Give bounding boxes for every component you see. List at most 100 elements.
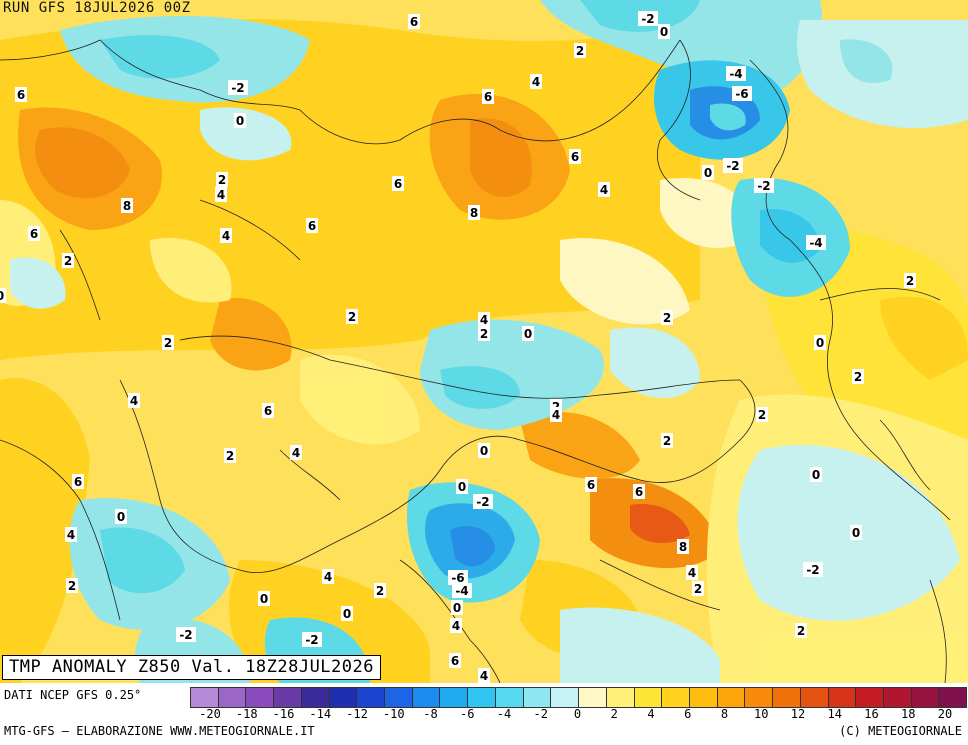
legend-swatch xyxy=(357,688,386,707)
anomaly-value-label: -4 xyxy=(809,236,822,250)
anomaly-value-label: -2 xyxy=(179,628,192,642)
legend-swatch xyxy=(246,688,275,707)
data-source: DATI NCEP GFS 0.25° xyxy=(4,688,142,702)
run-header: RUN GFS 18JUL2026 00Z xyxy=(3,0,191,16)
value-label-bg xyxy=(234,113,246,128)
anomaly-value-label: 0 xyxy=(816,336,824,350)
value-label-bg xyxy=(633,484,645,499)
anomaly-value-label: 4 xyxy=(600,183,608,197)
legend-swatch xyxy=(274,688,302,707)
value-label-bg xyxy=(852,369,864,384)
value-label-bg xyxy=(850,525,862,540)
legend-swatch xyxy=(579,688,607,707)
anomaly-value-label: -2 xyxy=(757,179,770,193)
anomaly-value-label: -2 xyxy=(476,495,489,509)
value-label-bg xyxy=(456,479,468,494)
value-label-bg xyxy=(322,569,334,584)
value-label-bg xyxy=(224,448,236,463)
legend-swatch xyxy=(412,688,441,707)
value-label-bg xyxy=(574,43,586,58)
value-label-bg xyxy=(220,228,232,243)
value-label-bg xyxy=(598,182,610,197)
anomaly-value-label: 8 xyxy=(679,540,687,554)
legend-tick-label: -14 xyxy=(309,707,332,721)
value-label-bg xyxy=(795,623,807,638)
value-label-bg xyxy=(904,273,916,288)
legend-swatch xyxy=(689,688,718,707)
anomaly-value-label: 4 xyxy=(222,229,230,243)
anomaly-value-label: 8 xyxy=(470,206,478,220)
anomaly-value-label: 6 xyxy=(74,475,82,489)
legend-tick-label: -16 xyxy=(272,707,295,721)
value-label-bg xyxy=(478,668,490,683)
value-label-bg xyxy=(216,172,228,187)
value-label-bg xyxy=(482,89,494,104)
value-label-bg xyxy=(450,618,462,633)
anomaly-value-label: 2 xyxy=(376,584,384,598)
value-label-bg xyxy=(0,288,6,303)
value-label-bg xyxy=(452,583,472,598)
legend-swatch xyxy=(634,688,663,707)
anomaly-value-label: -6 xyxy=(735,87,748,101)
legend-swatch xyxy=(606,688,635,707)
color-legend xyxy=(190,687,967,708)
value-label-bg xyxy=(754,178,774,193)
anomaly-value-label: 2 xyxy=(663,311,671,325)
legend-swatch xyxy=(662,688,690,707)
value-label-bg xyxy=(478,326,490,341)
value-label-bg xyxy=(374,583,386,598)
anomaly-value-label: 2 xyxy=(226,449,234,463)
value-label-bg xyxy=(726,66,746,81)
anomaly-value-label: 6 xyxy=(587,478,595,492)
value-label-bg xyxy=(128,393,140,408)
value-label-bg xyxy=(408,14,420,29)
anomaly-value-label: 2 xyxy=(797,624,805,638)
anomaly-value-label: -2 xyxy=(231,81,244,95)
legend-swatch xyxy=(385,688,413,707)
map-title: TMP ANOMALY Z850 Val. 18Z28JUL2026 xyxy=(2,655,381,680)
anomaly-value-label: 6 xyxy=(264,404,272,418)
value-label-bg xyxy=(66,578,78,593)
value-label-bg xyxy=(65,527,77,542)
legend-tick-label: -2 xyxy=(533,707,548,721)
value-label-bg xyxy=(72,474,84,489)
value-label-bg xyxy=(306,218,318,233)
legend-swatch xyxy=(856,688,884,707)
credit-right: (C) METEOGIORNALE xyxy=(839,724,962,738)
value-label-bg xyxy=(550,407,562,422)
credit-left: MTG-GFS — ELABORAZIONE WWW.METEOGIORNALE… xyxy=(4,724,315,738)
legend-tick-label: 0 xyxy=(573,707,582,721)
anomaly-value-label: -2 xyxy=(806,563,819,577)
legend-tick-label: 18 xyxy=(901,707,916,721)
legend-tick-label: -8 xyxy=(423,707,438,721)
value-label-bg xyxy=(692,581,704,596)
value-label-bg xyxy=(661,310,673,325)
legend-tick-label: -10 xyxy=(382,707,405,721)
anomaly-value-label: 6 xyxy=(308,219,316,233)
value-label-bg xyxy=(215,187,227,202)
legend-swatch xyxy=(717,688,746,707)
anomaly-value-label: 4 xyxy=(130,394,138,408)
value-label-bg xyxy=(806,235,826,250)
legend-tick-label: 12 xyxy=(790,707,806,721)
anomaly-value-label: 0 xyxy=(453,601,461,615)
value-label-bg xyxy=(569,149,581,164)
anomaly-value-label: 6 xyxy=(451,654,459,668)
value-label-bg xyxy=(723,158,743,173)
anomaly-value-label: 6 xyxy=(410,15,418,29)
anomaly-value-label: -4 xyxy=(729,67,742,81)
value-label-bg xyxy=(346,309,358,324)
anomaly-value-label: 4 xyxy=(480,669,488,683)
anomaly-value-label: 0 xyxy=(458,480,466,494)
value-label-bg xyxy=(302,632,322,647)
value-label-bg xyxy=(468,205,480,220)
legend-swatch xyxy=(523,688,552,707)
anomaly-value-label: 6 xyxy=(635,485,643,499)
value-label-bg xyxy=(658,24,670,39)
anomaly-value-label: 6 xyxy=(484,90,492,104)
anomaly-value-label: 4 xyxy=(688,566,696,580)
value-label-bg xyxy=(448,570,468,585)
legend-tick-label: -4 xyxy=(496,707,512,721)
legend-tick-label: -6 xyxy=(460,707,475,721)
legend-tick-label: 2 xyxy=(610,707,618,721)
